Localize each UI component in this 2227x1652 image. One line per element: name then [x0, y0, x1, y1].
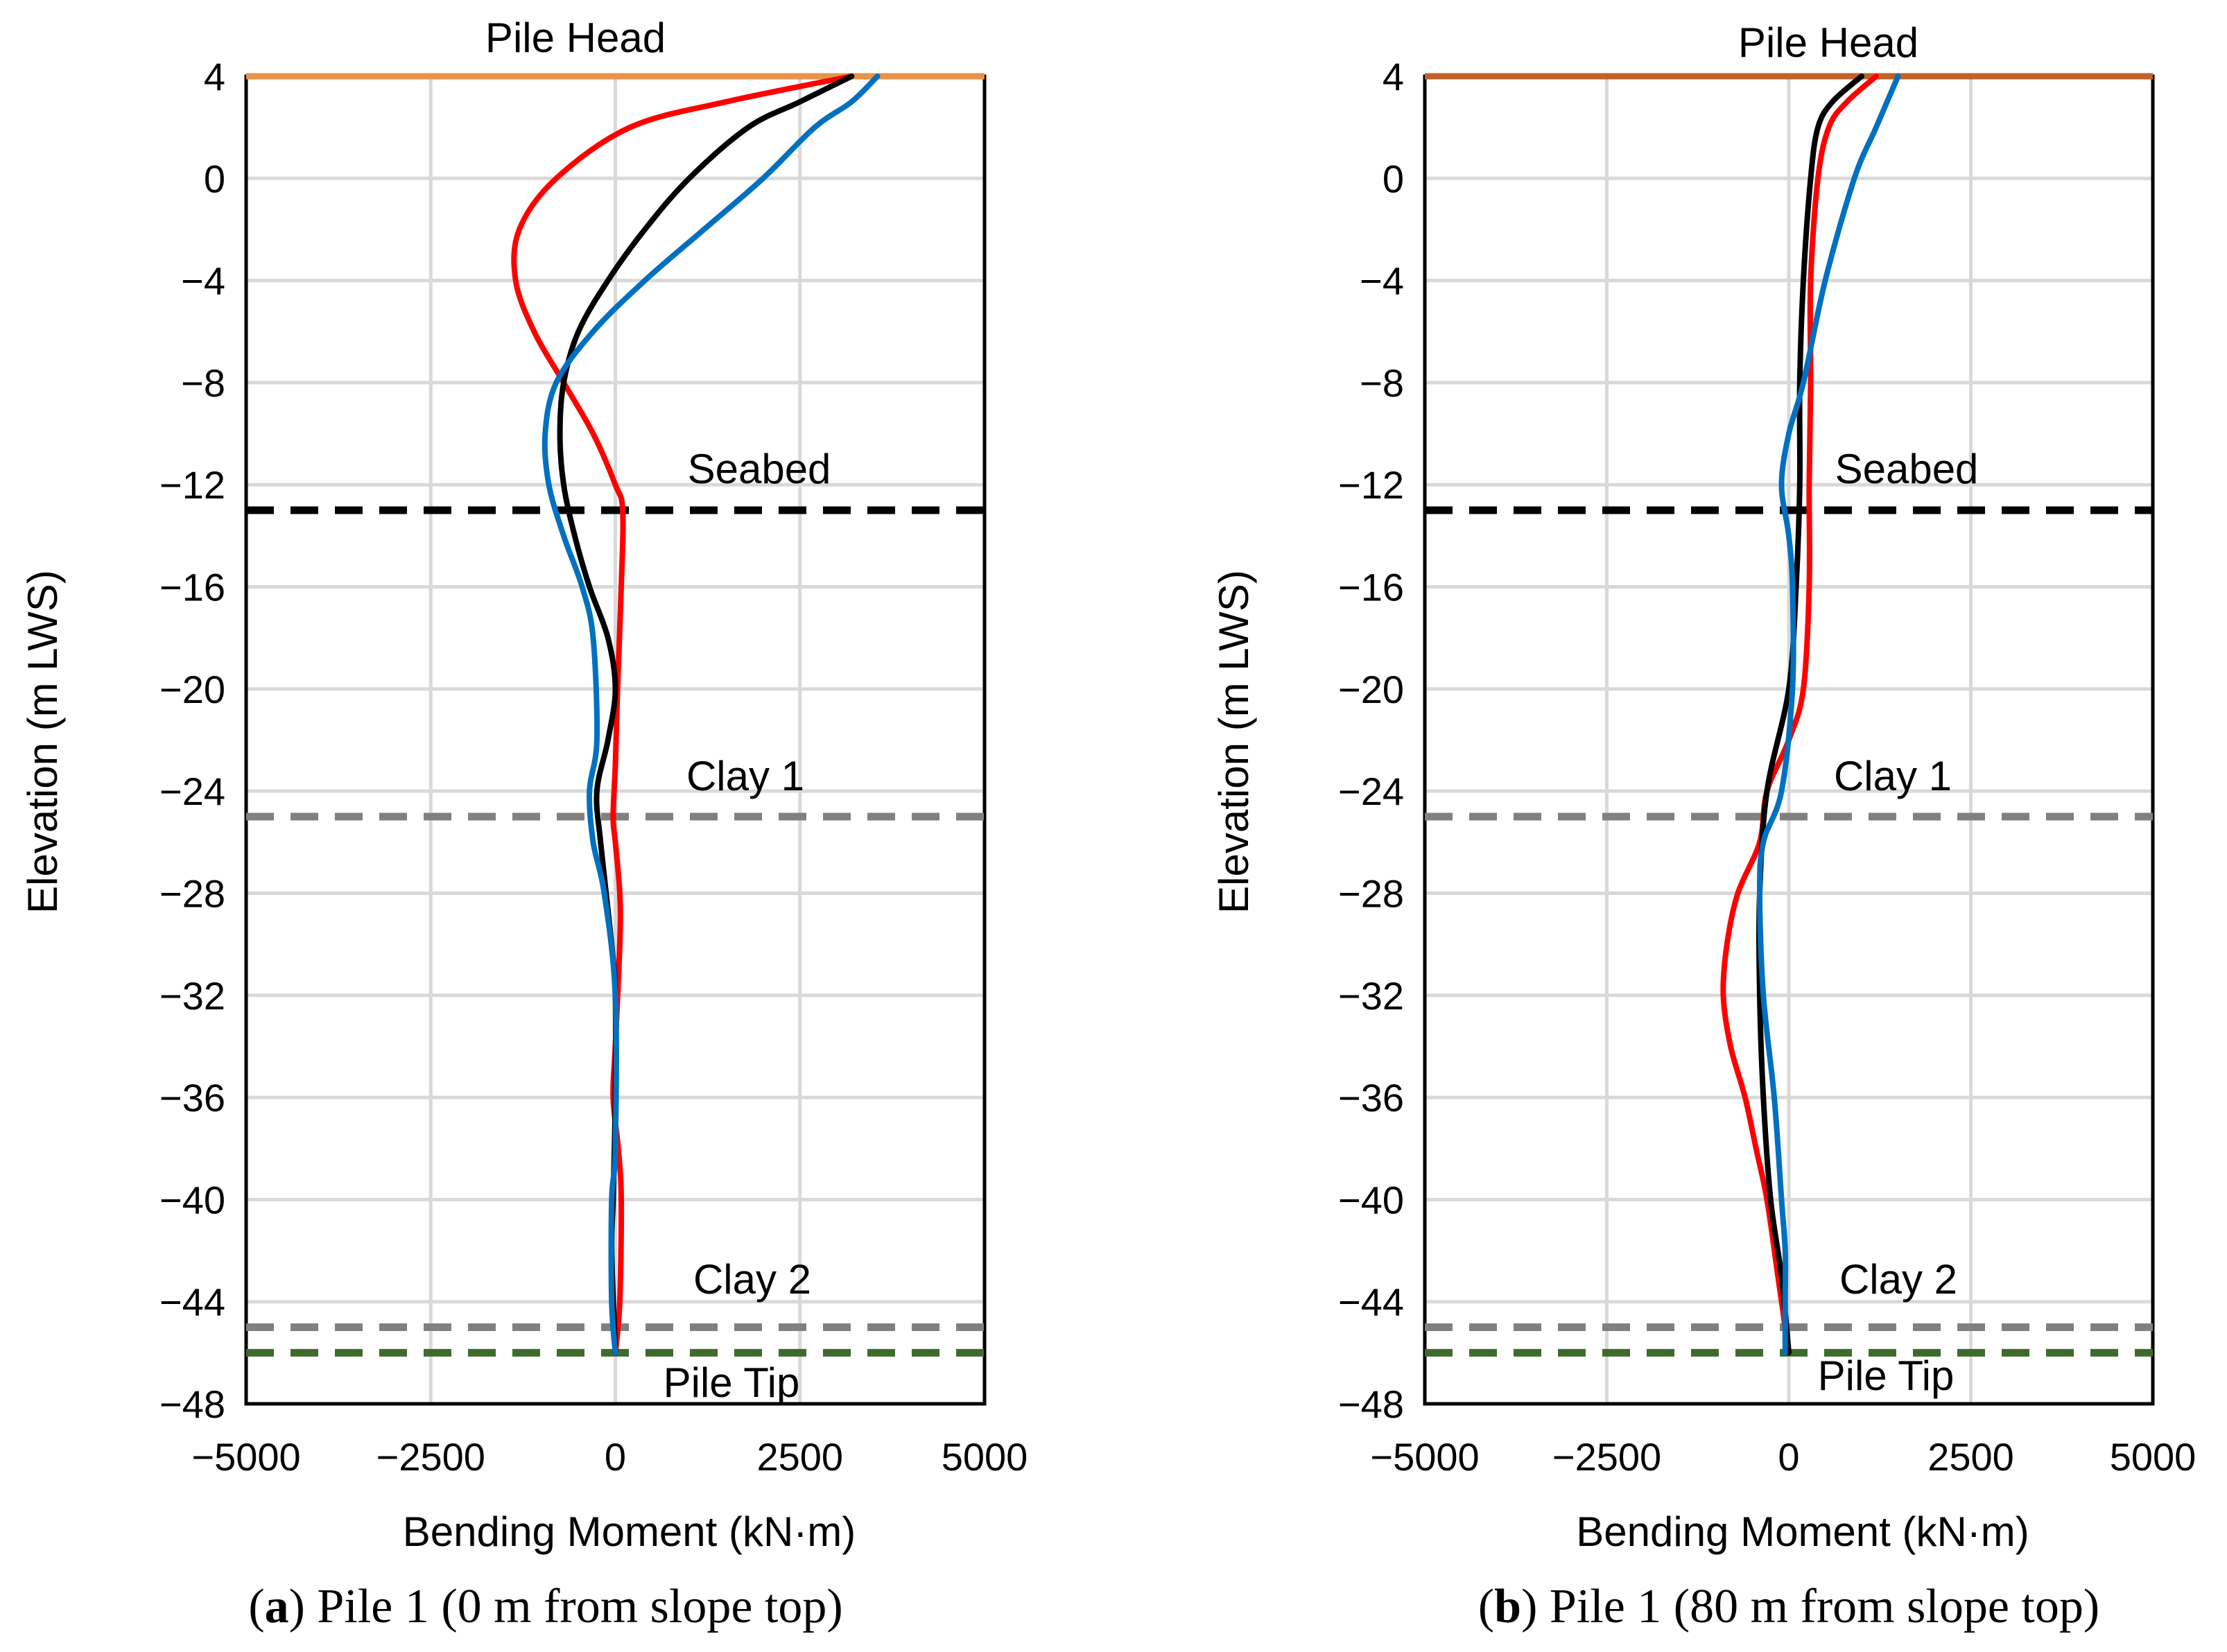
caption-text: ) Pile 1 (0 m from slope top) — [289, 1580, 843, 1633]
y-tick-label: −16 — [159, 566, 225, 609]
x-tick-label: −5000 — [1370, 1435, 1479, 1479]
y-tick-label: −48 — [1338, 1382, 1404, 1426]
y-tick-label: −12 — [159, 463, 225, 507]
x-tick-label: 5000 — [942, 1435, 1028, 1479]
y-tick-label: −40 — [159, 1178, 225, 1221]
x-tick-label: −5000 — [191, 1435, 300, 1479]
series-line — [541, 73, 881, 1356]
level-label: Seabed — [1835, 446, 1979, 492]
x-tick-label: 5000 — [2110, 1435, 2196, 1479]
level-label: Pile Tip — [664, 1359, 800, 1406]
series-line — [1720, 73, 1879, 1356]
y-tick-label: −20 — [1338, 668, 1404, 711]
y-tick-label: 4 — [1383, 55, 1404, 98]
y-tick-label: −4 — [1360, 259, 1404, 303]
y-tick-label: −8 — [181, 361, 225, 405]
level-label: Pile Tip — [1818, 1353, 1955, 1399]
caption-open: ( — [1478, 1580, 1494, 1633]
y-tick-label: 0 — [204, 157, 225, 200]
caption-open: ( — [248, 1580, 264, 1633]
caption-letter: a — [265, 1580, 289, 1633]
figure-caption: (a) Pile 1 (0 m from slope top) — [248, 1580, 842, 1633]
y-tick-label: −28 — [159, 871, 225, 915]
y-axis-label: Elevation (m LWS) — [1211, 570, 1257, 914]
y-tick-label: −12 — [1338, 463, 1404, 507]
x-tick-label: −2500 — [376, 1435, 485, 1479]
y-tick-label: 0 — [1383, 157, 1404, 200]
y-tick-label: −32 — [1338, 974, 1404, 1018]
y-tick-label: −32 — [159, 974, 225, 1018]
caption-letter: b — [1494, 1580, 1521, 1633]
y-tick-label: −28 — [1338, 871, 1404, 915]
y-tick-label: −48 — [159, 1382, 225, 1426]
x-tick-label: 2500 — [756, 1435, 843, 1479]
level-label: Pile Head — [485, 15, 666, 61]
x-axis-label: Bending Moment (kN·m) — [403, 1508, 856, 1555]
y-tick-label: −36 — [159, 1076, 225, 1120]
x-tick-label: −2500 — [1552, 1435, 1661, 1479]
level-label: Pile Head — [1738, 19, 1918, 66]
y-tick-label: −36 — [1338, 1076, 1404, 1120]
y-tick-label: −20 — [159, 668, 225, 711]
series-line — [1757, 73, 1901, 1356]
chart-panel-b: −5000 −2500 0 2500 5000 4 0 −4 −8 −12 −16 −20 −24 −28… — [1211, 19, 2196, 1633]
level-label: Clay 2 — [1839, 1256, 1957, 1303]
x-tick-label: 0 — [605, 1435, 626, 1479]
x-axis-label: Bending Moment (kN·m) — [1576, 1508, 2029, 1555]
y-tick-label: −44 — [1338, 1280, 1404, 1324]
chart-panel-a: −5000 −2500 0 2500 5000 4 0 −4 −8 −12 −16 −20 −24 −28… — [19, 15, 1028, 1633]
y-tick-label: −24 — [159, 770, 225, 813]
series-line — [557, 73, 855, 1356]
x-tick-label: 2500 — [1927, 1435, 2014, 1479]
y-tick-label: −4 — [181, 259, 225, 303]
y-tick-label: −8 — [1360, 361, 1404, 405]
y-tick-label: −44 — [159, 1280, 225, 1324]
figure-caption: (b) Pile 1 (80 m from slope top) — [1478, 1580, 2099, 1633]
y-axis-label: Elevation (m LWS) — [19, 570, 66, 914]
y-tick-label: −40 — [1338, 1178, 1404, 1221]
y-tick-label: −16 — [1338, 566, 1404, 609]
level-label: Clay 1 — [686, 753, 804, 799]
y-tick-label: 4 — [204, 55, 225, 98]
level-label: Clay 2 — [693, 1256, 811, 1303]
caption-text: ) Pile 1 (80 m from slope top) — [1521, 1580, 2099, 1633]
y-tick-label: −24 — [1338, 770, 1404, 813]
level-label: Clay 1 — [1834, 753, 1952, 799]
level-label: Seabed — [688, 446, 831, 492]
x-tick-label: 0 — [1778, 1435, 1799, 1479]
